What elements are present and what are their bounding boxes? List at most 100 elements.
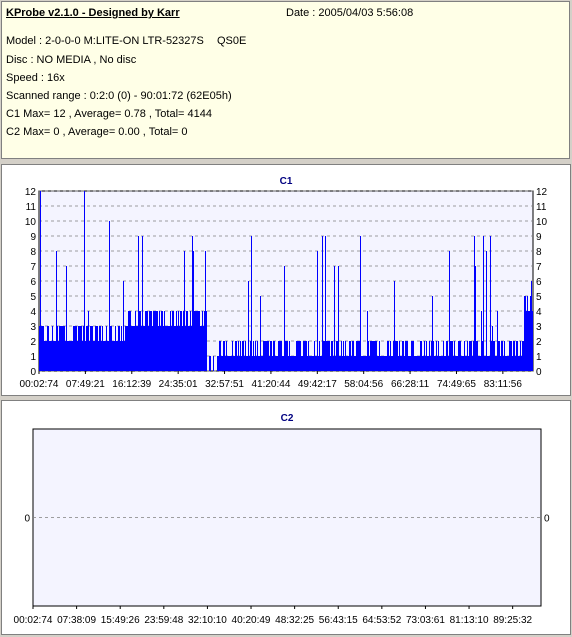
chart-title: C1	[280, 176, 293, 187]
c1-bar	[336, 341, 337, 371]
app-title: KProbe v2.1.0 - Designed by Karr	[6, 7, 180, 19]
c1-bar	[484, 356, 485, 371]
c1-bar	[348, 356, 349, 371]
c1-bar	[123, 281, 124, 371]
c1-bar	[516, 341, 517, 371]
c1-bar	[475, 266, 476, 371]
c1-bar	[495, 356, 496, 371]
c1-bar	[282, 356, 283, 371]
c1-bar	[373, 341, 374, 371]
c1-bar	[45, 341, 46, 371]
c1-bar	[494, 341, 495, 371]
c1-bar	[62, 326, 63, 371]
c1-bar	[210, 356, 211, 371]
c1-bar	[362, 356, 363, 371]
c1-bar	[53, 341, 54, 371]
c1-bar	[163, 326, 164, 371]
c1-bar	[179, 326, 180, 371]
c1-bar	[432, 296, 433, 371]
c1-bar	[190, 311, 191, 371]
c1-bar	[176, 311, 177, 371]
c1-bar	[94, 341, 95, 371]
c1-bar	[104, 341, 105, 371]
c1-bar	[392, 356, 393, 371]
c1-bar	[487, 356, 488, 371]
c1-bar	[423, 356, 424, 371]
c1-bar	[228, 356, 229, 371]
y-tick-label-left: 6	[30, 277, 36, 288]
c1-bar	[276, 356, 277, 371]
c1-bar	[457, 356, 458, 371]
c1-bar	[489, 356, 490, 371]
c1-bar	[236, 341, 237, 371]
c1-bar	[380, 356, 381, 371]
c1-bar	[136, 326, 137, 371]
c1-bar	[247, 356, 248, 371]
c1-bar	[92, 326, 93, 371]
x-tick-label: 81:13:10	[450, 615, 489, 626]
c1-bar	[280, 341, 281, 371]
c1-bar	[514, 341, 515, 371]
c1-bar	[401, 356, 402, 371]
c1-bar	[346, 356, 347, 371]
c1-bar	[416, 356, 417, 371]
c1-bar	[387, 341, 388, 371]
c1-bar	[354, 356, 355, 371]
c1-bar	[342, 356, 343, 371]
c1-bar	[173, 311, 174, 371]
scan-date: Date : 2005/04/03 5:56:08	[286, 7, 414, 19]
c1-bar	[85, 341, 86, 371]
c1-bar	[299, 341, 300, 371]
c1-bar	[50, 341, 51, 371]
c1-bar	[260, 296, 261, 371]
c1-bar	[153, 311, 154, 371]
c1-bar	[409, 356, 410, 371]
y-tick-label-left: 9	[30, 232, 36, 243]
c1-bar	[395, 341, 396, 371]
c1-bar	[42, 326, 43, 371]
c1-bar	[232, 341, 233, 371]
c1-bar	[438, 341, 439, 371]
c1-bar	[47, 326, 48, 371]
c1-bar	[448, 356, 449, 371]
c1-bar	[255, 341, 256, 371]
c1-bar	[351, 356, 352, 371]
c1-bar	[532, 311, 533, 371]
c1-bar	[98, 341, 99, 371]
c1-bar	[446, 341, 447, 371]
c1-bar	[150, 311, 151, 371]
c1-bar	[117, 341, 118, 371]
c1-bar	[444, 356, 445, 371]
c1-bar	[107, 341, 108, 371]
c1-bar	[510, 341, 511, 371]
x-tick-label: 00:02:74	[20, 379, 59, 390]
c1-bar	[502, 341, 503, 371]
c1-bar	[422, 356, 423, 371]
c1-bar	[339, 356, 340, 371]
c1-bar	[405, 341, 406, 371]
c1-stats: C1 Max= 12 , Average= 0.78 , Total= 4144	[6, 108, 212, 120]
c1-bar	[453, 356, 454, 371]
c1-bar	[456, 356, 457, 371]
y-tick-label-left: 8	[30, 247, 36, 258]
c1-bar	[520, 341, 521, 371]
c1-bar	[188, 326, 189, 371]
c1-bar	[294, 356, 295, 371]
c1-bar	[450, 341, 451, 371]
c1-bar	[242, 341, 243, 371]
c1-bar	[460, 341, 461, 371]
c1-bar	[279, 341, 280, 371]
c1-bar	[196, 311, 197, 371]
y-tick-label-right: 3	[536, 322, 542, 333]
c1-bar	[317, 251, 318, 371]
c1-bar	[124, 341, 125, 371]
c1-bar	[522, 341, 523, 371]
c1-bar	[530, 296, 531, 371]
c1-bar	[482, 341, 483, 371]
c1-bar	[488, 356, 489, 371]
c1-bar	[289, 341, 290, 371]
c1-bar	[439, 356, 440, 371]
c1-bar	[343, 341, 344, 371]
c1-bar	[467, 341, 468, 371]
c1-bar	[347, 356, 348, 371]
